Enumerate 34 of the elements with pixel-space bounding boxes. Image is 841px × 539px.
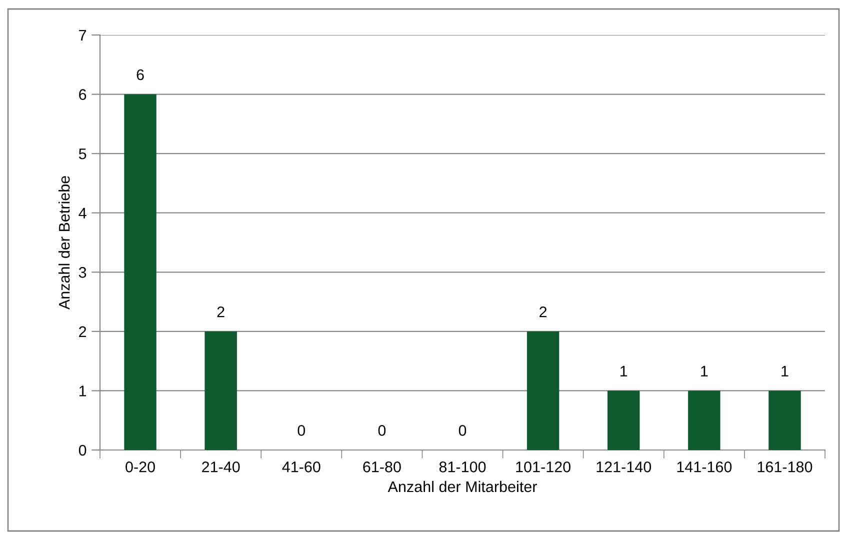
x-tick-label: 0-20	[126, 462, 155, 472]
x-tick-label: 121-140	[596, 462, 652, 472]
x-tick-label: 41-60	[282, 462, 320, 472]
x-axis-title: Anzahl der Mitarbeiter	[388, 480, 537, 492]
x-tick-label: 141-160	[677, 462, 732, 472]
data-label: 1	[620, 366, 628, 376]
y-tick-label: 4	[78, 208, 86, 218]
bar	[204, 331, 237, 450]
y-axis-title: Anzahl der Betriebe	[58, 176, 70, 310]
y-tick-label: 7	[79, 30, 86, 41]
x-tick-label: 21-40	[202, 462, 240, 472]
x-tick-label: 61-80	[363, 462, 401, 472]
y-tick-label: 6	[79, 89, 86, 100]
y-tick-label: 0	[78, 444, 86, 456]
bar	[688, 390, 720, 450]
data-label: 6	[136, 69, 144, 80]
data-label: 0	[298, 425, 306, 436]
data-label: 1	[782, 366, 788, 376]
data-label: 0	[378, 425, 386, 436]
data-label: 2	[540, 306, 547, 318]
bar	[124, 94, 156, 450]
y-tick-label: 3	[78, 267, 86, 278]
bar	[526, 331, 560, 450]
x-tick-label: 81-100	[439, 462, 486, 472]
y-tick-label: 2	[79, 326, 86, 337]
data-label: 2	[217, 306, 224, 318]
bar	[768, 390, 801, 450]
x-tick-label: 161-180	[758, 462, 812, 472]
x-tick-label: 101-120	[516, 462, 570, 472]
bar	[608, 390, 640, 450]
y-tick-label: 5	[78, 148, 86, 160]
y-tick-label: 1	[79, 386, 86, 396]
data-label: 1	[701, 366, 708, 376]
data-label: 0	[458, 425, 466, 436]
